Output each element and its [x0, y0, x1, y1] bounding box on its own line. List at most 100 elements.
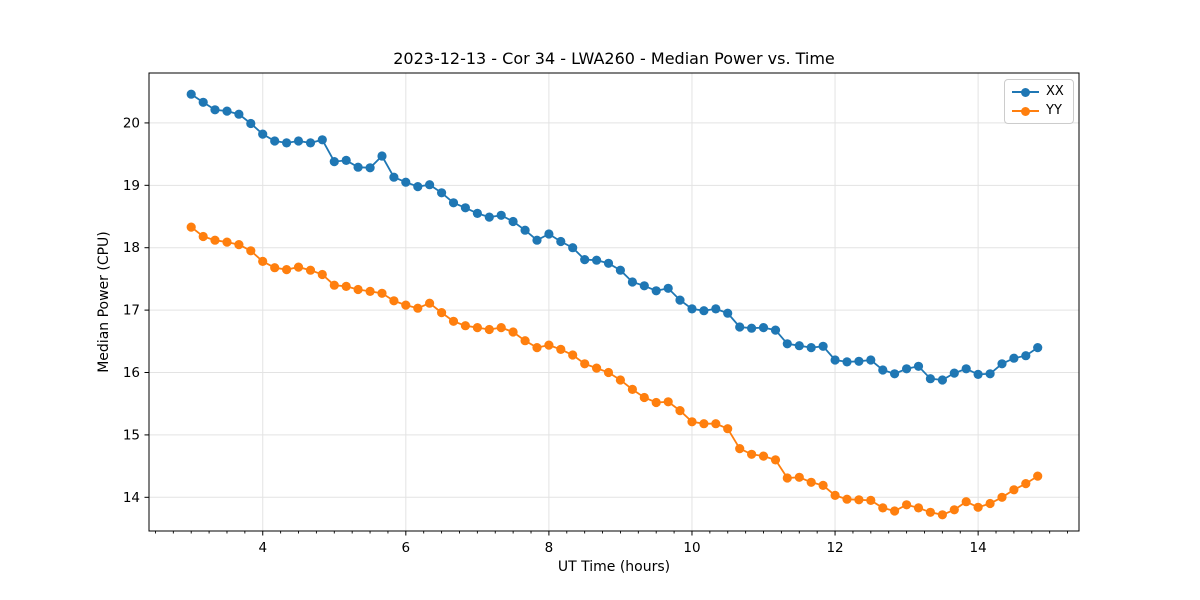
data-point-yy [973, 502, 983, 512]
data-point-xx [520, 225, 530, 235]
data-point-xx [890, 369, 900, 379]
data-point-xx [699, 306, 709, 316]
data-point-xx [997, 359, 1007, 369]
data-point-xx [615, 265, 626, 275]
data-point-xx [961, 364, 971, 374]
data-point-yy [627, 384, 638, 394]
data-point-yy [1021, 479, 1031, 489]
data-point-yy [329, 280, 339, 290]
data-point-xx [902, 364, 912, 374]
y-tick-label: 15 [123, 427, 140, 443]
data-point-yy [770, 455, 781, 465]
y-tick-label: 19 [123, 178, 140, 194]
data-point-yy [544, 340, 554, 350]
data-point-xx [985, 369, 995, 379]
data-point-xx [973, 369, 983, 379]
data-point-xx [270, 136, 280, 146]
data-point-xx [508, 216, 518, 227]
data-point-xx [448, 198, 459, 208]
data-point-yy [413, 303, 423, 313]
series-line-yy [190, 226, 1039, 516]
y-tick-label: 17 [123, 303, 140, 319]
data-point-yy [592, 363, 602, 373]
data-point-xx [913, 361, 924, 371]
data-point-yy [198, 231, 208, 242]
data-point-xx [580, 255, 590, 265]
data-point-yy [365, 286, 375, 296]
data-point-yy [615, 375, 626, 385]
data-point-xx [210, 105, 220, 115]
data-point-yy [925, 507, 936, 517]
data-point-xx [842, 357, 852, 367]
data-point-yy [448, 316, 459, 326]
data-point-xx [603, 258, 614, 268]
data-point-yy [341, 281, 351, 291]
data-point-yy [687, 417, 697, 427]
data-point-xx [544, 229, 554, 239]
data-point-xx [687, 304, 697, 314]
data-point-yy [556, 344, 566, 354]
data-point-yy [806, 477, 816, 487]
data-point-yy [985, 498, 995, 509]
data-point-yy [663, 397, 673, 407]
data-point-xx [258, 129, 268, 139]
y-tick-label: 14 [123, 490, 140, 506]
data-point-yy [651, 397, 661, 408]
x-tick-label: 6 [402, 540, 411, 556]
y-tick-label: 20 [123, 115, 140, 131]
legend-item-xx: XX [1012, 85, 1065, 99]
data-point-yy [890, 506, 900, 516]
data-point-xx [770, 325, 781, 335]
data-point-yy [603, 367, 614, 378]
data-point-yy [270, 263, 280, 273]
data-point-yy [460, 321, 470, 331]
data-point-yy [639, 392, 649, 403]
series-line-xx [190, 93, 1039, 381]
data-point-yy [389, 296, 399, 306]
data-point-yy [377, 288, 387, 298]
data-point-xx [568, 243, 578, 253]
data-point-yy [961, 497, 971, 507]
data-point-yy [782, 473, 792, 483]
x-tick-label: 10 [683, 540, 700, 556]
data-point-xx [460, 203, 470, 213]
data-point-xx [639, 281, 649, 291]
data-point-xx [532, 235, 542, 245]
chart-title: 2023-12-13 - Cor 34 - LWA260 - Median Po… [393, 49, 835, 68]
data-point-xx [651, 286, 661, 296]
data-point-xx [341, 155, 351, 165]
data-point-xx [806, 343, 816, 353]
data-point-xx [627, 277, 638, 287]
data-point-xx [735, 322, 745, 332]
data-point-yy [937, 510, 948, 520]
data-point-yy [186, 222, 196, 232]
data-point-yy [675, 406, 685, 416]
data-point-xx [437, 188, 447, 198]
data-point-yy [472, 323, 482, 333]
data-point-yy [520, 336, 530, 346]
data-point-xx [282, 138, 292, 148]
y-tick-label: 16 [123, 365, 140, 381]
data-point-yy [222, 237, 232, 247]
data-point-yy [353, 284, 363, 295]
y-tick-label: 18 [123, 240, 140, 256]
data-point-yy [437, 308, 447, 318]
x-tick-label: 12 [826, 540, 843, 556]
data-point-xx [496, 210, 506, 220]
data-point-xx [222, 106, 232, 116]
data-point-yy [508, 327, 518, 337]
data-point-xx [794, 341, 804, 351]
legend-label: YY [1046, 103, 1062, 118]
legend-label: XX [1046, 84, 1064, 99]
axes-spines [148, 72, 1080, 532]
data-point-xx [484, 212, 494, 222]
data-point-xx [711, 304, 721, 314]
data-point-xx [854, 356, 864, 366]
data-point-xx [747, 323, 757, 333]
data-point-xx [293, 136, 304, 146]
data-point-yy [949, 505, 959, 515]
legend-item-yy: YY [1012, 104, 1065, 118]
x-tick-label: 8 [545, 540, 554, 556]
